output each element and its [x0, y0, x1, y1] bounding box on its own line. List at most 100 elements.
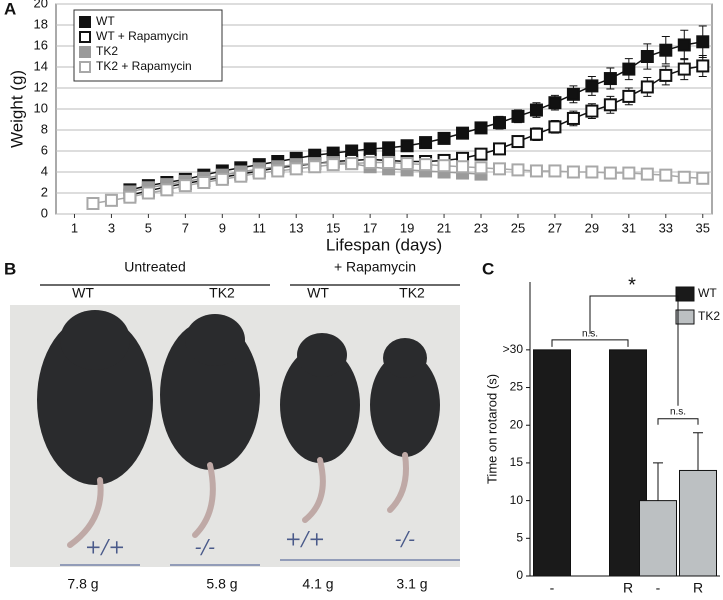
- x-tick-label: 35: [696, 220, 710, 235]
- marker: [474, 121, 488, 135]
- y-tick-label: 2: [41, 184, 48, 199]
- marker: [197, 176, 211, 189]
- marker: [400, 157, 414, 171]
- tails: [67, 452, 409, 548]
- x-tick-label: 31: [622, 220, 636, 235]
- tube-label: -/-: [195, 535, 215, 559]
- marker: [511, 109, 525, 123]
- panel-label: A: [4, 0, 16, 18]
- marker: [400, 139, 414, 153]
- annotation: n.s.: [582, 328, 598, 339]
- legend-marker: [79, 31, 91, 43]
- marker: [696, 171, 710, 185]
- marker: [474, 161, 488, 175]
- x-tick-label: 5: [145, 220, 152, 235]
- marker: [640, 167, 654, 181]
- marker: [252, 166, 266, 180]
- bar: [639, 500, 677, 577]
- y-tick-label: 14: [34, 58, 48, 73]
- marker: [696, 59, 710, 73]
- y-tick-label: 8: [41, 121, 48, 136]
- marker: [548, 120, 562, 134]
- legend-marker: [79, 46, 91, 58]
- error-bar: [693, 432, 703, 471]
- panel-label: B: [4, 259, 16, 278]
- marker: [271, 164, 285, 178]
- marker: [677, 62, 691, 76]
- marker: [659, 168, 673, 182]
- x-tick-label: 21: [437, 220, 451, 235]
- x-tick-label: 33: [659, 220, 673, 235]
- marker: [622, 89, 636, 103]
- y-tick-label: 20: [510, 417, 524, 431]
- marker: [640, 80, 654, 94]
- x-tick-label: 17: [363, 220, 377, 235]
- y-axis-label: Time on rotarod (s): [484, 374, 499, 484]
- marker: [456, 160, 470, 174]
- marker: [492, 162, 506, 176]
- legend-swatch: [675, 286, 695, 302]
- marker: [529, 164, 543, 178]
- x-axis-label: Lifespan (days): [326, 235, 442, 254]
- marker: [548, 96, 562, 110]
- weight-label: 7.8 g: [67, 576, 98, 592]
- tube-label: -/-: [395, 527, 415, 551]
- group-label: Untreated: [124, 259, 185, 275]
- marker: [492, 142, 506, 156]
- marker: [677, 170, 691, 184]
- legend-label: TK2: [96, 44, 118, 58]
- marker: [677, 38, 691, 52]
- y-tick-label: 0: [516, 568, 523, 582]
- x-tick-label: 15: [326, 220, 340, 235]
- bracket: [657, 418, 699, 425]
- series-line: [92, 161, 703, 205]
- column-label: TK2: [209, 285, 235, 301]
- y-tick-label: 12: [34, 79, 48, 94]
- x-tick-label: R: [693, 580, 703, 596]
- x-tick-label: 27: [548, 220, 562, 235]
- marker: [585, 104, 599, 118]
- marker: [178, 179, 192, 193]
- marker: [603, 72, 617, 86]
- legend-box: [73, 9, 223, 82]
- x-tick-label: 25: [511, 220, 525, 235]
- marker: [659, 43, 673, 57]
- y-tick-label: 10: [34, 100, 48, 115]
- x-tick-label: 29: [585, 220, 599, 235]
- x-tick-label: R: [623, 580, 633, 596]
- x-tick-label: -: [550, 580, 555, 596]
- legend-label: WT: [698, 286, 717, 300]
- marker: [529, 127, 543, 141]
- weight-label: 5.8 g: [206, 576, 237, 592]
- bracket: [589, 295, 679, 406]
- marker: [215, 172, 229, 186]
- column-label: WT: [72, 285, 94, 301]
- legend-marker: [79, 16, 91, 28]
- marker: [659, 68, 673, 82]
- marker: [363, 142, 377, 156]
- pen-lines: [60, 559, 460, 566]
- weight-label: 3.1 g: [396, 576, 427, 592]
- marker: [419, 158, 433, 172]
- marker: [382, 141, 396, 155]
- tube-label: +/+: [285, 527, 325, 551]
- weight-label: 4.1 g: [302, 576, 333, 592]
- marker: [86, 197, 100, 210]
- legend-label: WT + Rapamycin: [96, 29, 188, 43]
- marker: [345, 157, 359, 171]
- marker: [640, 50, 654, 63]
- legend-label: WT: [96, 14, 115, 28]
- y-tick-label: 4: [41, 163, 48, 178]
- marker: [437, 131, 451, 145]
- y-tick-label: 5: [516, 530, 523, 544]
- marker: [511, 163, 525, 177]
- error-bar: [653, 462, 663, 501]
- column-label: WT: [307, 285, 329, 301]
- annotation: *: [628, 274, 636, 296]
- x-tick-label: 1: [71, 220, 78, 235]
- y-tick-label: 6: [41, 142, 48, 157]
- x-tick-label: 11: [253, 220, 267, 235]
- y-tick-label: 0: [41, 205, 48, 220]
- y-tick-label: 15: [510, 455, 524, 469]
